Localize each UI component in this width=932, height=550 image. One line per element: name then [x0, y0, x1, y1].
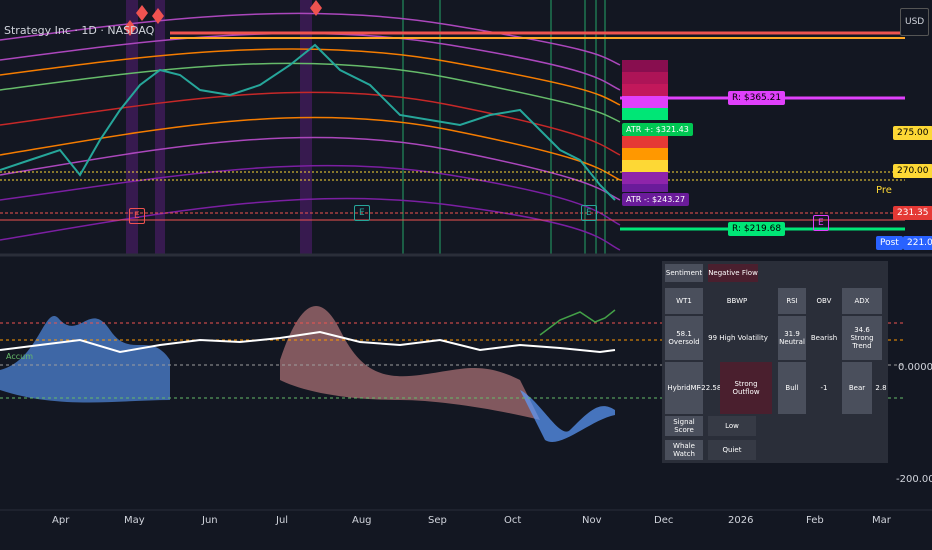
decoration — [622, 136, 668, 148]
oscillator-axis: 0.0000 — [898, 362, 932, 373]
highlight — [155, 0, 165, 255]
table-label: Whale Watch — [665, 440, 703, 460]
time-label: Feb — [806, 515, 824, 526]
resistance-label: R: $219.68 — [728, 222, 786, 236]
table-header: RSI — [778, 288, 806, 314]
decoration — [622, 72, 668, 84]
time-label: 2026 — [728, 515, 754, 526]
table-value: 2.8 — [875, 384, 887, 392]
price-level: 231.35 — [893, 206, 932, 220]
oscillator-area — [520, 390, 615, 443]
earnings-marker: E — [354, 205, 370, 221]
resistance-label: R: $365.21 — [728, 91, 786, 105]
table-value: Negative Flow — [708, 264, 758, 282]
time-label: Jul — [276, 515, 289, 526]
time-label: Nov — [582, 515, 602, 526]
chart-title: Strategy Inc · 1D · NASDAQ — [4, 24, 155, 37]
table-value: Bear — [842, 362, 872, 414]
pre-label: Pre — [876, 185, 892, 196]
table-value: 58.1 Oversold — [665, 316, 703, 360]
oscillator-area — [0, 315, 170, 403]
time-label: Dec — [654, 515, 674, 526]
time-label: Mar — [872, 515, 891, 526]
price-level: 270.00 — [893, 164, 932, 178]
atr-label: ATR -: $243.27 — [622, 193, 690, 206]
table-value: Low — [708, 416, 756, 436]
table-value: 34.6 Strong Trend — [842, 316, 882, 360]
earnings-marker: E — [129, 208, 145, 224]
decoration — [622, 108, 668, 120]
time-label: Jun — [202, 515, 218, 526]
atr-label: ATR +: $321.43 — [622, 123, 693, 136]
table-value: -22.58 — [698, 384, 722, 392]
post-label: Post — [876, 236, 903, 250]
decoration — [0, 48, 621, 106]
earnings-marker: E — [813, 215, 829, 231]
decoration — [0, 136, 621, 201]
oscillator-axis: -200.00 — [896, 474, 932, 485]
table-value: Quiet — [708, 440, 756, 460]
decoration — [0, 12, 621, 66]
price-level: 221.00 — [903, 236, 932, 250]
table-value: Strong Outflow — [720, 362, 772, 414]
earnings-marker: E — [581, 205, 597, 221]
table-header: BBWP — [726, 297, 748, 305]
table-header: ADX — [842, 288, 882, 314]
oscillator-line — [539, 309, 616, 336]
table-header: OBV — [816, 297, 832, 305]
table-value: Bearish — [810, 334, 838, 342]
time-label: Oct — [504, 515, 522, 526]
table-value: Bull — [778, 362, 806, 414]
table-value: 31.9 Neutral — [778, 316, 806, 360]
decoration — [622, 172, 668, 184]
decoration — [310, 0, 322, 16]
time-label: Sep — [428, 515, 447, 526]
time-label: Aug — [352, 515, 372, 526]
table-label: Signal Score — [665, 416, 703, 436]
decoration — [622, 160, 668, 172]
time-label: May — [124, 515, 145, 526]
table-value: -1 — [820, 384, 828, 392]
decoration — [136, 5, 148, 21]
bands — [0, 12, 621, 251]
label-stack — [622, 60, 668, 192]
decoration — [622, 60, 668, 72]
price-path — [0, 43, 616, 201]
decoration — [0, 164, 621, 226]
time-label: Apr — [52, 515, 70, 526]
decoration — [124, 20, 136, 36]
oscillator-area — [280, 306, 540, 420]
decoration — [622, 96, 668, 108]
table-header: WT1 — [665, 288, 703, 314]
decoration — [622, 148, 668, 160]
table-label: Sentiment — [665, 264, 703, 282]
oscillator-label: Accum — [6, 352, 33, 361]
decoration — [0, 116, 621, 181]
highlight — [126, 0, 138, 255]
currency: USD — [900, 8, 930, 36]
decoration — [622, 84, 668, 96]
price-level: 275.00 — [893, 126, 932, 140]
oscillator-line — [0, 330, 616, 354]
diamonds — [124, 0, 322, 36]
decoration — [0, 62, 621, 123]
decoration — [0, 91, 621, 156]
decoration — [152, 8, 164, 24]
table-value: 99 High Volatility — [708, 334, 768, 342]
table-label: HybridMF — [665, 362, 703, 414]
decoration — [622, 184, 668, 192]
decoration — [0, 197, 621, 251]
